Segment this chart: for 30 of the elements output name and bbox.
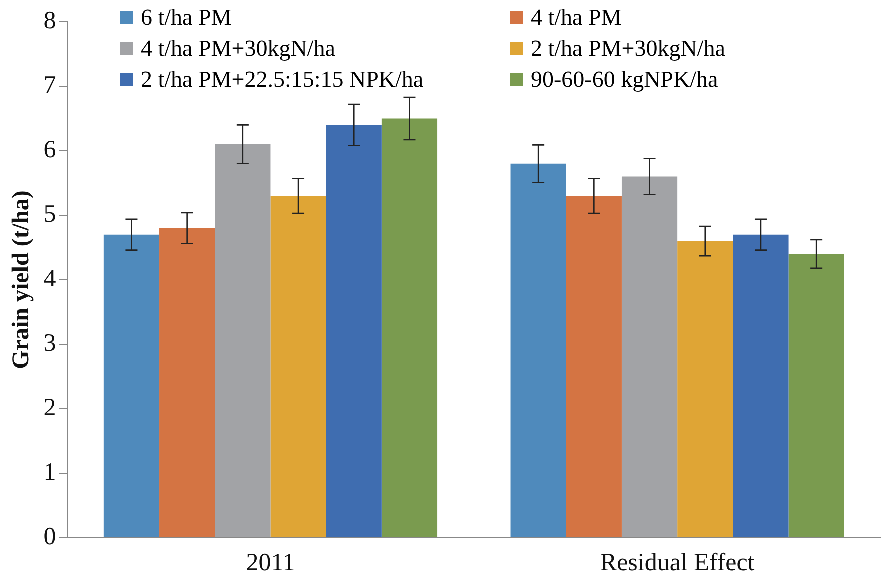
y-tick-label: 0 bbox=[44, 524, 56, 551]
bar bbox=[622, 176, 678, 538]
bar bbox=[566, 196, 622, 538]
bar bbox=[678, 241, 734, 538]
legend-label: 2 t/ha PM+30kgN/ha bbox=[531, 35, 726, 63]
bar bbox=[788, 254, 844, 538]
bar bbox=[326, 125, 382, 538]
y-tick-label: 8 bbox=[44, 8, 56, 35]
y-tick-label: 6 bbox=[44, 136, 56, 164]
legend-label: 90-60-60 kgNPK/ha bbox=[531, 66, 718, 94]
bar bbox=[510, 164, 566, 538]
bar bbox=[733, 234, 789, 538]
y-tick-label: 1 bbox=[44, 459, 56, 486]
y-tick-label: 2 bbox=[44, 394, 56, 422]
legend-label: 2 t/ha PM+22.5:15:15 NPK/ha bbox=[141, 66, 424, 94]
y-axis-title: Grain yield (t/ha) bbox=[8, 190, 35, 370]
legend-label: 4 t/ha PM+30kgN/ha bbox=[141, 35, 336, 63]
bar bbox=[215, 144, 271, 538]
y-tick-label: 4 bbox=[44, 266, 57, 293]
bar bbox=[270, 196, 326, 538]
y-tick-label: 3 bbox=[44, 330, 56, 358]
y-tick-label: 5 bbox=[44, 201, 56, 228]
x-tick-label: Residual Effect bbox=[600, 550, 755, 577]
legend-label: 6 t/ha PM bbox=[141, 4, 232, 32]
bar bbox=[104, 234, 160, 538]
bar bbox=[382, 118, 438, 538]
legend-label: 4 t/ha PM bbox=[531, 4, 622, 32]
bar bbox=[160, 228, 216, 538]
x-tick-label: 2011 bbox=[246, 550, 296, 577]
y-tick-label: 7 bbox=[44, 72, 56, 100]
